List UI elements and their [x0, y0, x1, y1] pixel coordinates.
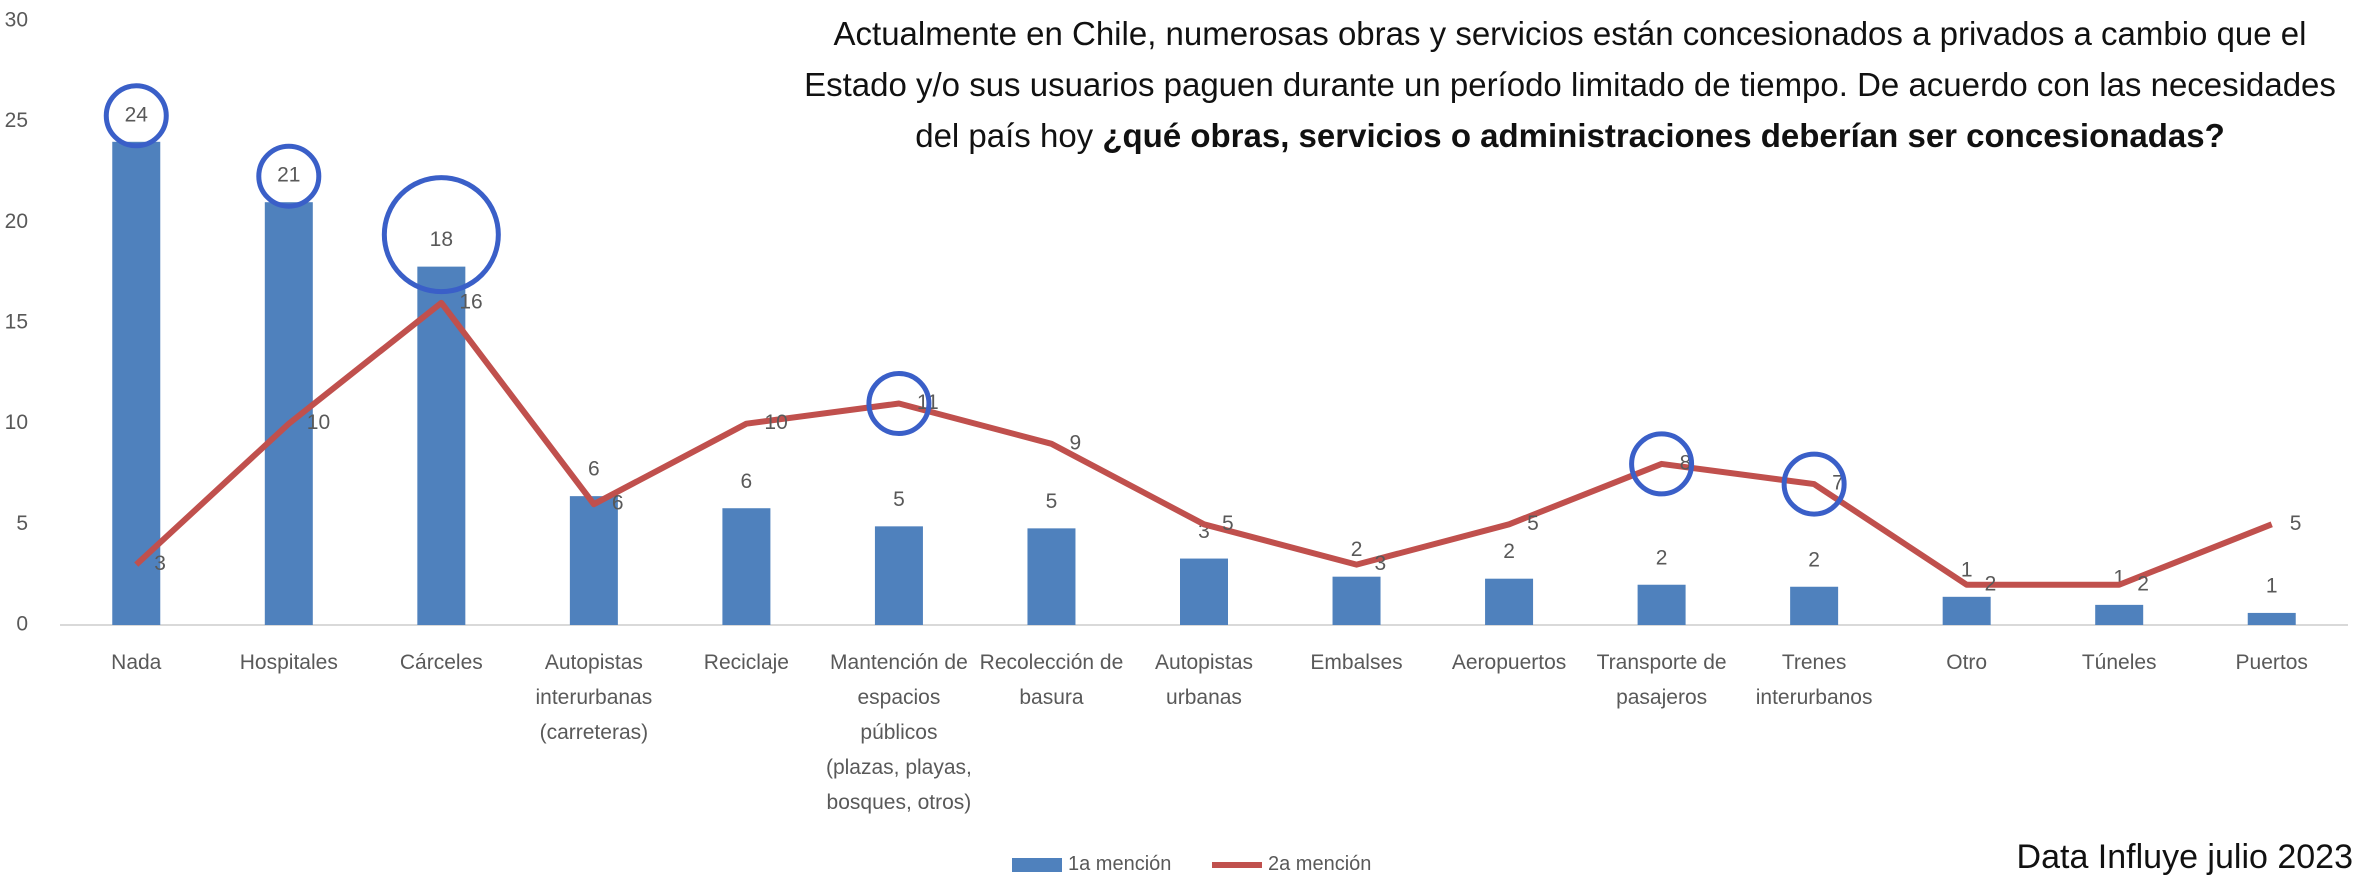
- line-value-label: 5: [1527, 512, 1539, 535]
- y-tick-label: 5: [16, 512, 28, 535]
- line-value-label: 16: [459, 290, 482, 313]
- x-tick-label: Trenes interurbanos: [1755, 651, 1873, 709]
- line-value-label: 8: [1680, 451, 1692, 474]
- bar-value-label: 21: [277, 164, 300, 187]
- y-tick-label: 15: [5, 311, 28, 334]
- legend-swatch: [1012, 858, 1062, 872]
- title-text: Actualmente en Chile, numerosas obras y …: [804, 15, 2336, 154]
- y-tick-label: 25: [5, 109, 28, 132]
- bar: [2247, 612, 2296, 625]
- y-tick-label: 30: [5, 9, 28, 32]
- x-tick-label: Reciclaje: [703, 651, 789, 674]
- line-value-label: 3: [154, 552, 166, 575]
- bar: [1637, 584, 1686, 625]
- highlight-circle: [381, 175, 501, 295]
- legend-label: 1a mención: [1068, 853, 1172, 875]
- line-value-label: 10: [764, 411, 787, 434]
- x-tick-label: Mantención de espacios públicos (plazas,…: [825, 651, 972, 814]
- bar-value-label: 5: [893, 488, 905, 511]
- highlight-circle: [1629, 431, 1695, 497]
- bar-value-label: 24: [125, 103, 149, 126]
- y-tick-label: 0: [16, 613, 28, 636]
- x-tick-label: Otro: [1946, 651, 1988, 674]
- line-value-label: 3: [1375, 552, 1387, 575]
- line-value-label: 10: [307, 411, 330, 434]
- bar-value-label: 1: [1961, 558, 1973, 581]
- title-bold: ¿qué obras, servicios o administraciones…: [1102, 117, 2225, 154]
- line-value-label: 9: [1069, 431, 1081, 454]
- x-tick-label: Nada: [111, 651, 162, 674]
- legend-label: 2a mención: [1268, 853, 1372, 875]
- highlight-circle: [1781, 451, 1847, 517]
- line-value-label: 2: [2137, 572, 2149, 595]
- bar-value-label: 6: [588, 458, 600, 481]
- bar: [722, 508, 771, 625]
- x-tick-label: Puertos: [2235, 651, 2308, 674]
- bar-value-label: 1: [2113, 566, 2125, 589]
- x-tick-label: Autopistas interurbanas (carreteras): [535, 651, 653, 744]
- bar: [1942, 596, 1991, 625]
- bar: [1332, 576, 1381, 625]
- bar-value-label: 18: [430, 228, 453, 251]
- line-value-label: 5: [1222, 512, 1234, 535]
- line-value-label: 2: [1985, 572, 1997, 595]
- source: Data Influye julio 2023: [2016, 838, 2353, 876]
- bar-value-label: 3: [1198, 520, 1210, 543]
- highlight-circle: [866, 371, 932, 437]
- x-tick-label: Túneles: [2081, 651, 2157, 674]
- bar-value-label: 5: [1046, 490, 1058, 513]
- bar: [2095, 604, 2144, 625]
- bar-value-label: 2: [1656, 546, 1668, 569]
- bar: [569, 496, 618, 625]
- x-tick-label: Embalses: [1310, 651, 1403, 674]
- x-tick-label: Recolección de basura: [979, 651, 1124, 709]
- y-tick-label: 20: [5, 210, 28, 233]
- line-value-label: 7: [1832, 472, 1844, 495]
- x-tick-label: Transporte de pasajeros: [1596, 651, 1727, 709]
- bar-value-label: 2: [1351, 538, 1363, 561]
- x-tick-label: Hospitales: [239, 651, 338, 674]
- bar-value-label: 2: [1808, 548, 1820, 571]
- line-value-label: 5: [2290, 512, 2302, 535]
- x-tick-label: Autopistas urbanas: [1154, 651, 1254, 709]
- bar: [1027, 528, 1076, 625]
- line: [134, 299, 2273, 588]
- bar-value-label: 1: [2266, 574, 2278, 597]
- bar: [874, 526, 923, 625]
- bar: [1485, 578, 1534, 625]
- bar-value-label: 2: [1503, 540, 1515, 563]
- chart-title: Actualmente en Chile, numerosas obras y …: [780, 8, 2360, 161]
- highlight-circle: [256, 143, 322, 209]
- bar: [1180, 558, 1228, 625]
- x-tick-label: Aeropuertos: [1451, 651, 1567, 674]
- x-tick-label: Cárceles: [399, 651, 483, 674]
- bar: [1790, 586, 1839, 625]
- bar-value-label: 6: [741, 470, 753, 493]
- bar: [112, 141, 161, 626]
- line-value-label: 6: [612, 492, 624, 515]
- y-tick-label: 10: [5, 411, 28, 434]
- highlight-circle: [103, 83, 169, 149]
